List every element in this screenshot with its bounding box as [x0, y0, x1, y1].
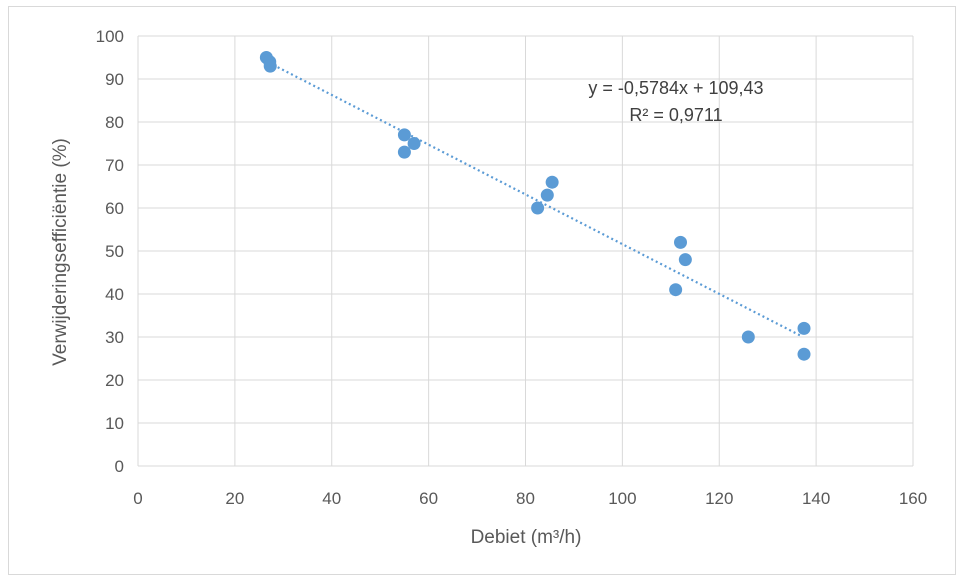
x-axis-title: Debiet (m³/h) — [471, 527, 582, 548]
y-tick-labels: 0 10 20 30 40 50 60 70 80 90 100 — [96, 27, 124, 476]
y-tick-label: 70 — [105, 156, 124, 175]
data-point — [531, 201, 545, 215]
data-point — [545, 175, 559, 189]
data-point — [741, 330, 755, 344]
y-axis-title: Verwijderingsefficiëntie (%) — [50, 138, 71, 366]
y-tick-label: 10 — [105, 414, 124, 433]
x-tick-label: 140 — [802, 489, 830, 508]
data-point — [678, 253, 692, 267]
x-tick-label: 20 — [225, 489, 244, 508]
data-point — [263, 59, 277, 73]
y-tick-label: 20 — [105, 371, 124, 390]
data-point — [674, 235, 687, 249]
data-point — [540, 188, 554, 202]
y-tick-label: 50 — [105, 242, 124, 261]
x-tick-label: 120 — [705, 489, 733, 508]
y-tick-label: 80 — [105, 113, 124, 132]
data-point — [397, 145, 411, 159]
data-point — [397, 128, 411, 142]
data-point — [669, 283, 683, 297]
x-tick-labels: 0 20 40 60 80 100 120 140 160 — [133, 489, 927, 508]
y-tick-label: 60 — [105, 199, 124, 218]
gridlines — [137, 35, 914, 467]
y-tick-label: 40 — [105, 285, 124, 304]
trendline-equation: y = -0,5784x + 109,43 — [588, 78, 763, 98]
y-tick-label: 90 — [105, 70, 124, 89]
trendline-r2: R² = 0,9711 — [629, 105, 722, 125]
x-tick-label: 80 — [516, 489, 535, 508]
y-tick-label: 0 — [115, 457, 124, 476]
x-tick-label: 160 — [899, 489, 927, 508]
data-point — [407, 137, 421, 150]
data-points — [259, 51, 811, 361]
x-tick-label: 100 — [608, 489, 636, 508]
data-point — [797, 347, 811, 361]
trendline — [268, 61, 803, 338]
y-tick-label: 30 — [105, 328, 124, 347]
x-tick-label: 60 — [419, 489, 438, 508]
x-tick-label: 40 — [322, 489, 341, 508]
trendline-group — [268, 61, 803, 338]
x-tick-label: 0 — [133, 489, 142, 508]
chart-area — [8, 6, 956, 575]
y-tick-label: 100 — [96, 27, 124, 46]
data-point — [797, 321, 811, 335]
